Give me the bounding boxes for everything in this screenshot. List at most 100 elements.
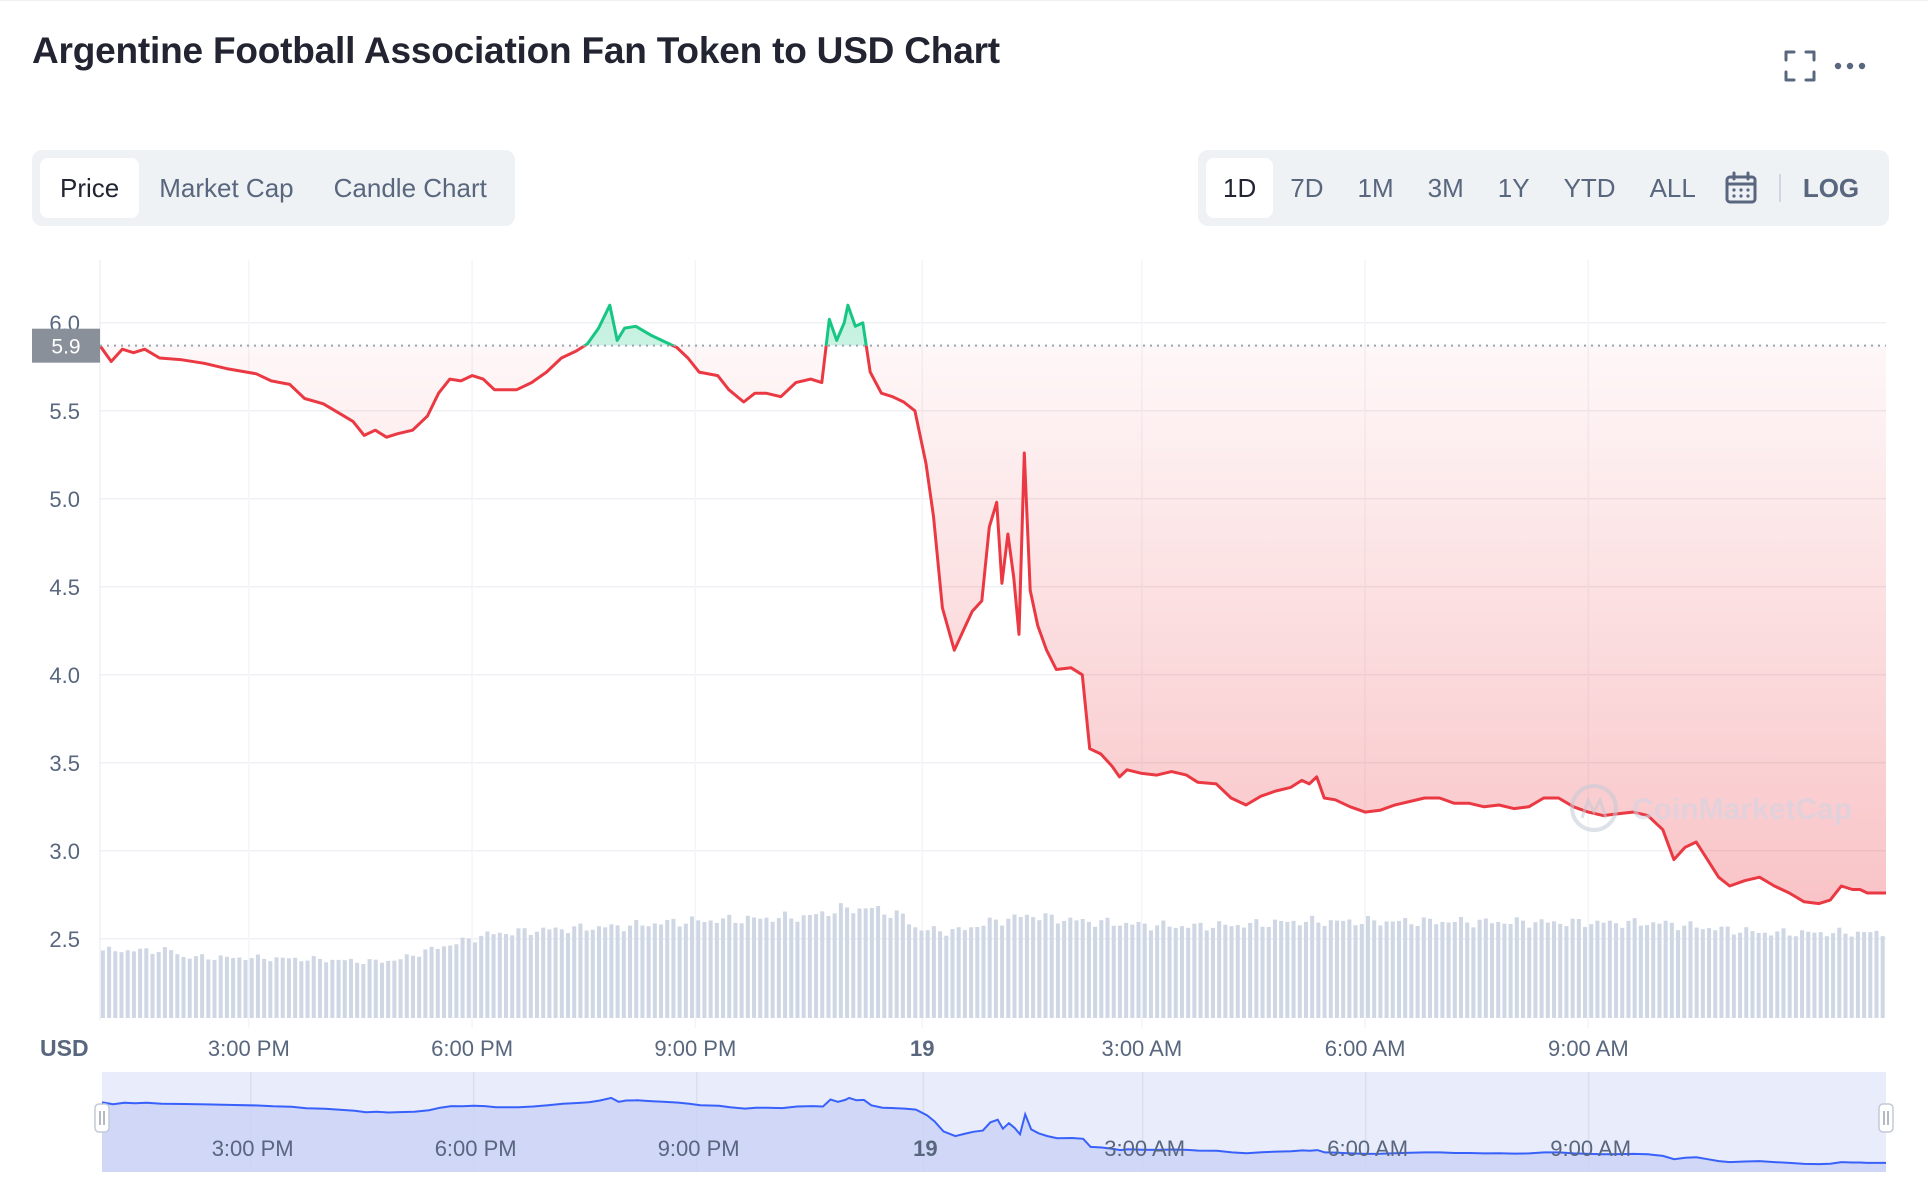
volume-bar: [1452, 921, 1457, 1018]
volume-bar: [1384, 921, 1389, 1018]
volume-bar: [131, 951, 136, 1018]
volume-bar: [423, 949, 428, 1018]
volume-bar: [237, 957, 242, 1018]
tab-market-cap[interactable]: Market Cap: [159, 172, 294, 203]
volume-bar: [274, 957, 279, 1018]
volume-bar: [894, 910, 899, 1018]
range-1d[interactable]: 1D: [1206, 158, 1274, 218]
volume-bar: [1731, 934, 1736, 1018]
volume-bar: [497, 932, 502, 1018]
volume-bar: [578, 923, 583, 1018]
x-tick-label: 19: [910, 1036, 934, 1061]
volume-bar: [1403, 918, 1408, 1018]
x-tick-label: 9:00 PM: [654, 1036, 736, 1061]
tab-candle-chart[interactable]: Candle Chart: [333, 172, 487, 203]
handle-grip-icon: [1878, 1103, 1894, 1133]
volume-bar: [845, 907, 850, 1018]
volume-bar: [1322, 925, 1327, 1018]
volume-bar: [553, 927, 558, 1018]
volume-bar: [1409, 924, 1414, 1018]
volume-bar: [1272, 919, 1277, 1018]
volume-bar: [1006, 918, 1011, 1018]
volume-bar: [1787, 935, 1792, 1018]
volume-bar: [479, 935, 484, 1018]
more-dots-icon: [1834, 62, 1866, 70]
volume-bar: [1868, 932, 1873, 1018]
volume-bar: [690, 916, 695, 1018]
range-navigator[interactable]: 3:00 PM 6:00 PM 9:00 PM 19 3:00 AM 6:00 AM 9:0…: [94, 1072, 1894, 1172]
volume-bar: [969, 927, 974, 1018]
volume-bar: [1396, 920, 1401, 1018]
volume-bar: [1713, 930, 1718, 1018]
range-1y[interactable]: 1Y: [1497, 172, 1530, 203]
range-1m[interactable]: 1M: [1357, 172, 1394, 203]
volume-bar: [249, 958, 254, 1018]
watermark-text: CoinMarketCap: [1632, 793, 1852, 826]
volume-bar: [1688, 921, 1693, 1018]
volume-bar: [764, 917, 769, 1018]
volume-bar: [1223, 924, 1228, 1018]
volume-bar: [876, 906, 881, 1018]
volume-bar: [187, 958, 192, 1018]
volume-bar: [510, 935, 515, 1018]
navigator-handle-left[interactable]: [94, 1103, 110, 1133]
fullscreen-button[interactable]: [1778, 44, 1822, 88]
volume-bar: [931, 926, 936, 1018]
volume-bar: [1111, 925, 1116, 1018]
volume-bar: [547, 929, 552, 1018]
volume-bar: [175, 954, 180, 1018]
volume-bar: [665, 920, 670, 1018]
volume-bar: [1279, 920, 1284, 1018]
volume-bar: [1725, 926, 1730, 1018]
volume-bar: [541, 927, 546, 1018]
volume-bar: [1459, 917, 1464, 1018]
volume-bar: [900, 913, 905, 1018]
date-picker-button[interactable]: [1713, 158, 1769, 218]
volume-bar: [590, 929, 595, 1018]
volume-bar: [485, 931, 490, 1018]
volume-bar: [150, 953, 155, 1018]
volume-bar: [572, 926, 577, 1018]
volume-bar: [1068, 917, 1073, 1018]
volume-bar: [113, 951, 118, 1018]
range-all[interactable]: ALL: [1649, 172, 1696, 203]
volume-bar: [745, 915, 750, 1018]
volume-bar: [956, 927, 961, 1018]
log-scale-toggle[interactable]: LOG: [1802, 172, 1860, 203]
volume-bar: [733, 922, 738, 1018]
volume-bar: [1117, 925, 1122, 1018]
range-ytd[interactable]: YTD: [1563, 172, 1616, 203]
volume-bar: [919, 930, 924, 1018]
navigator-handle-right[interactable]: [1878, 1103, 1894, 1133]
volume-bar: [1198, 922, 1203, 1018]
volume-bar: [460, 937, 465, 1018]
volume-bar: [987, 917, 992, 1018]
volume-bar: [342, 960, 347, 1018]
volume-bar: [317, 958, 322, 1018]
volume-bar: [305, 960, 310, 1018]
tab-price[interactable]: Price: [40, 158, 140, 218]
volume-bar: [566, 933, 571, 1018]
volume-bar: [795, 921, 800, 1018]
range-7d[interactable]: 7D: [1290, 172, 1324, 203]
volume-bar: [1031, 917, 1036, 1018]
volume-bar: [522, 928, 527, 1018]
volume-bar: [361, 964, 366, 1018]
volume-bar: [1155, 925, 1160, 1018]
volume-bar: [1241, 927, 1246, 1018]
volume-bar: [1496, 921, 1501, 1018]
more-options-button[interactable]: [1828, 44, 1872, 88]
x-tick-label: 3:00 AM: [1101, 1036, 1182, 1061]
volume-bar: [1632, 918, 1637, 1018]
volume-bar: [1310, 915, 1315, 1018]
currency-label: USD: [40, 1035, 89, 1061]
volume-bar: [652, 923, 657, 1018]
volume-bar: [702, 922, 707, 1018]
x-tick-label: 9:00 AM: [1548, 1036, 1629, 1061]
volume-bar: [1812, 932, 1817, 1018]
x-tick-label: 6:00 PM: [431, 1036, 513, 1061]
volume-bar: [181, 956, 186, 1018]
navigator-tick-label: 9:00 PM: [658, 1136, 740, 1161]
range-3m[interactable]: 3M: [1427, 172, 1464, 203]
